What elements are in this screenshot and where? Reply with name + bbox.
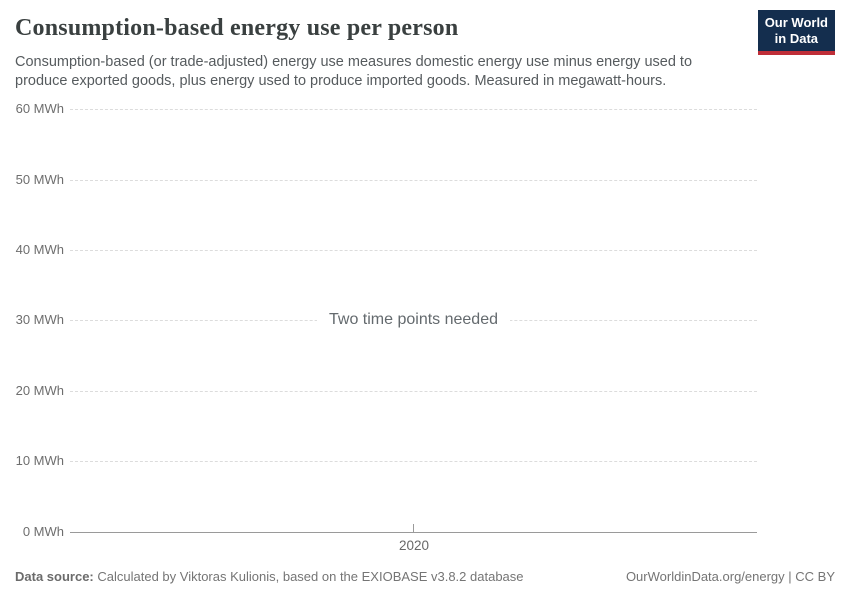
chart-footer: Data source: Calculated by Viktoras Kuli…	[15, 569, 835, 584]
gridline-20	[70, 391, 757, 392]
y-axis-tick-label: 40 MWh	[15, 242, 64, 257]
data-source-text: Calculated by Viktoras Kulionis, based o…	[97, 569, 524, 584]
y-axis-tick-label: 30 MWh	[15, 312, 64, 327]
gridline-50	[70, 180, 757, 181]
chart-subtitle: Consumption-based (or trade-adjusted) en…	[15, 53, 692, 91]
attribution-link[interactable]: OurWorldinData.org/energy | CC BY	[625, 569, 835, 584]
chart-subtitle-line-2: produce exported goods, plus energy used…	[15, 73, 667, 89]
data-source-label: Data source:	[15, 569, 94, 584]
x-axis-tick-label: 2020	[398, 538, 430, 553]
y-axis-tick-label: 20 MWh	[15, 383, 64, 398]
empty-chart-message: Two time points needed	[70, 311, 757, 329]
owid-logo-line-2: in Data	[774, 31, 819, 46]
gridline-60	[70, 109, 757, 110]
y-axis-tick-label: 10 MWh	[15, 453, 64, 468]
x-axis-line	[70, 532, 757, 533]
owid-logo-line-1: Our World	[764, 15, 828, 30]
y-axis-tick-label: 60 MWh	[15, 101, 64, 116]
chart-subtitle-line-1: Consumption-based (or trade-adjusted) en…	[15, 54, 693, 70]
empty-chart-message-text: Two time points needed	[317, 311, 510, 328]
gridline-40	[70, 250, 757, 251]
y-axis-tick-label: 50 MWh	[15, 172, 64, 187]
page-title: Consumption-based energy use per person	[15, 15, 459, 41]
y-axis-tick-label: 0 MWh	[22, 524, 64, 539]
data-source-note: Data source: Calculated by Viktoras Kuli…	[15, 569, 524, 584]
owid-logo[interactable]: Our World in Data	[757, 10, 835, 55]
gridline-10	[70, 461, 757, 462]
x-axis-tick-mark	[413, 524, 414, 532]
